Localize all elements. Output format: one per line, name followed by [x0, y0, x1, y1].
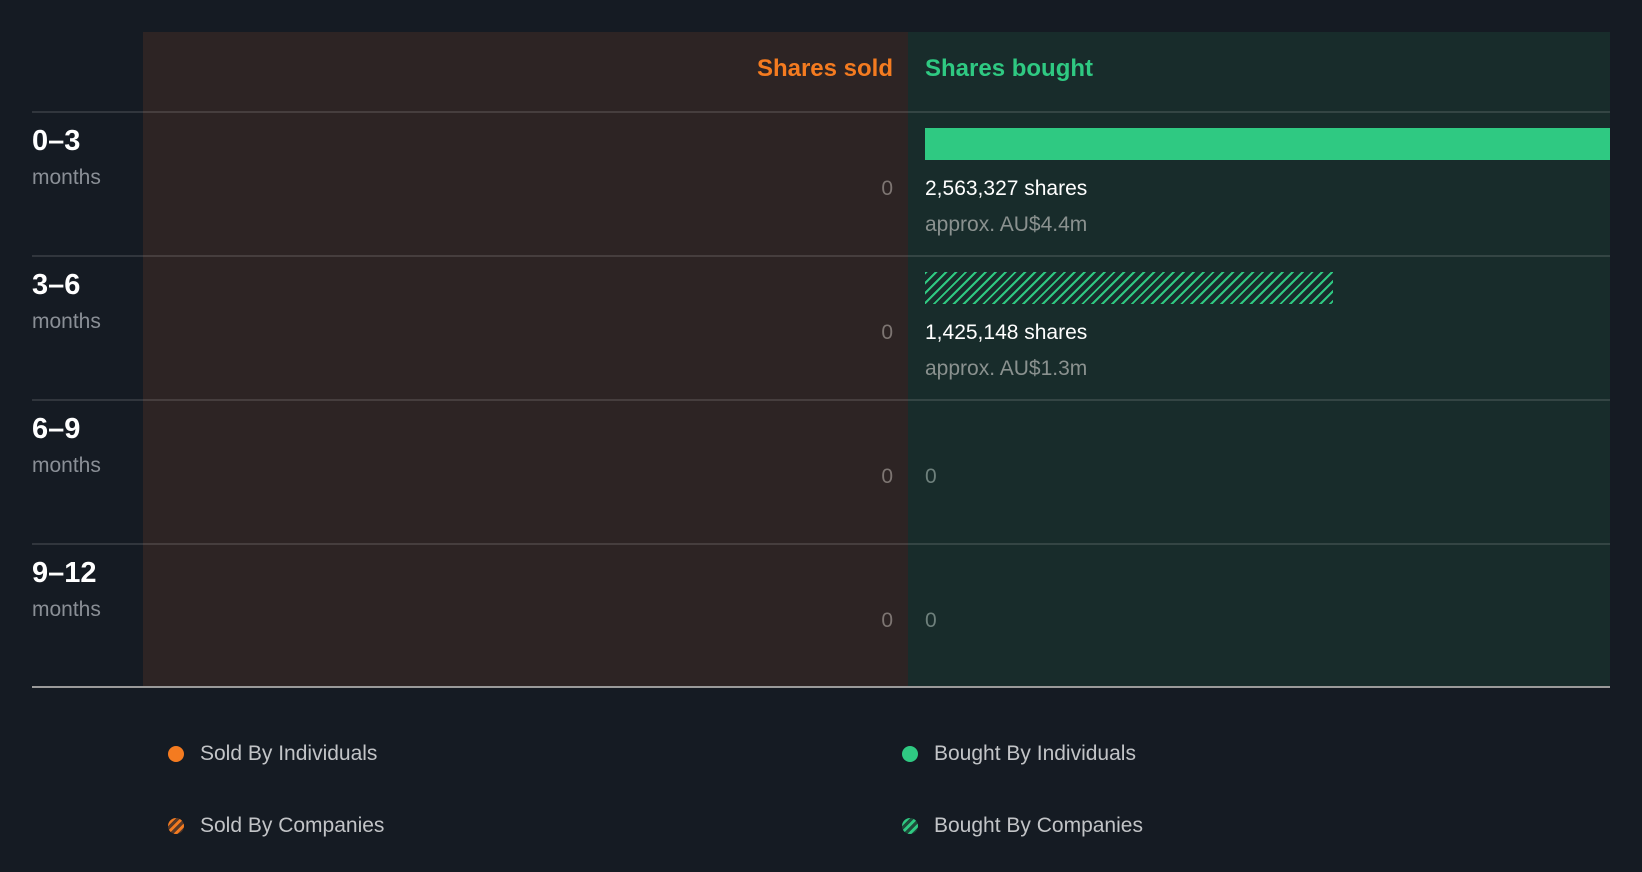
row-range: 6–9: [32, 413, 81, 445]
row-divider: [32, 543, 1610, 545]
shares-bought-header: Shares bought: [925, 55, 1094, 82]
sold-value: 0: [881, 177, 893, 200]
row-label-3-6: 3–6 months: [32, 268, 101, 334]
row-range: 9–12: [32, 557, 97, 589]
sold-value: 0: [881, 465, 893, 488]
row-unit: months: [32, 598, 101, 621]
bought-shares-value: 1,425,148 shares: [925, 321, 1088, 344]
bought-approx-value: approx. AU$4.4m: [925, 213, 1088, 236]
orange-dot-icon: [168, 746, 184, 762]
sold-value: 0: [881, 321, 893, 344]
bought-individuals-bar[interactable]: [925, 128, 1610, 160]
bought-approx-value: approx. AU$1.3m: [925, 357, 1088, 380]
green-hatched-dot-icon: [902, 818, 918, 834]
row-divider: [32, 255, 1610, 257]
chart-baseline: [32, 686, 1610, 688]
shares-sold-header: Shares sold: [756, 55, 893, 82]
row-divider: [32, 399, 1610, 401]
row-unit: months: [32, 166, 101, 189]
bought-shares-value: 2,563,327 shares: [925, 177, 1088, 200]
sold-value: 0: [881, 609, 893, 632]
row-range: 3–6: [32, 269, 81, 301]
row-label-6-9: 6–9 months: [32, 412, 101, 478]
legend-label: Sold By Individuals: [200, 742, 378, 765]
legend-label: Sold By Companies: [200, 814, 385, 837]
row-divider: [32, 111, 1610, 113]
orange-hatched-dot-icon: [168, 818, 184, 834]
bought-companies-bar[interactable]: [925, 272, 1333, 304]
shares-sold-panel: [143, 32, 908, 687]
row-range: 0–3: [32, 125, 81, 157]
row-label-9-12: 9–12 months: [32, 556, 101, 622]
legend-label: Bought By Companies: [934, 814, 1143, 837]
green-dot-icon: [902, 746, 918, 762]
row-unit: months: [32, 310, 101, 333]
legend-label: Bought By Individuals: [934, 742, 1136, 765]
legend-sold-individuals[interactable]: Sold By Individuals: [168, 742, 377, 766]
legend-bought-individuals[interactable]: Bought By Individuals: [902, 742, 1136, 766]
bought-value: 0: [925, 465, 937, 488]
bought-value: 0: [925, 609, 937, 632]
legend-sold-companies[interactable]: Sold By Companies: [168, 814, 384, 838]
legend-bought-companies[interactable]: Bought By Companies: [902, 814, 1143, 838]
row-unit: months: [32, 454, 101, 477]
row-label-0-3: 0–3 months: [32, 124, 101, 190]
